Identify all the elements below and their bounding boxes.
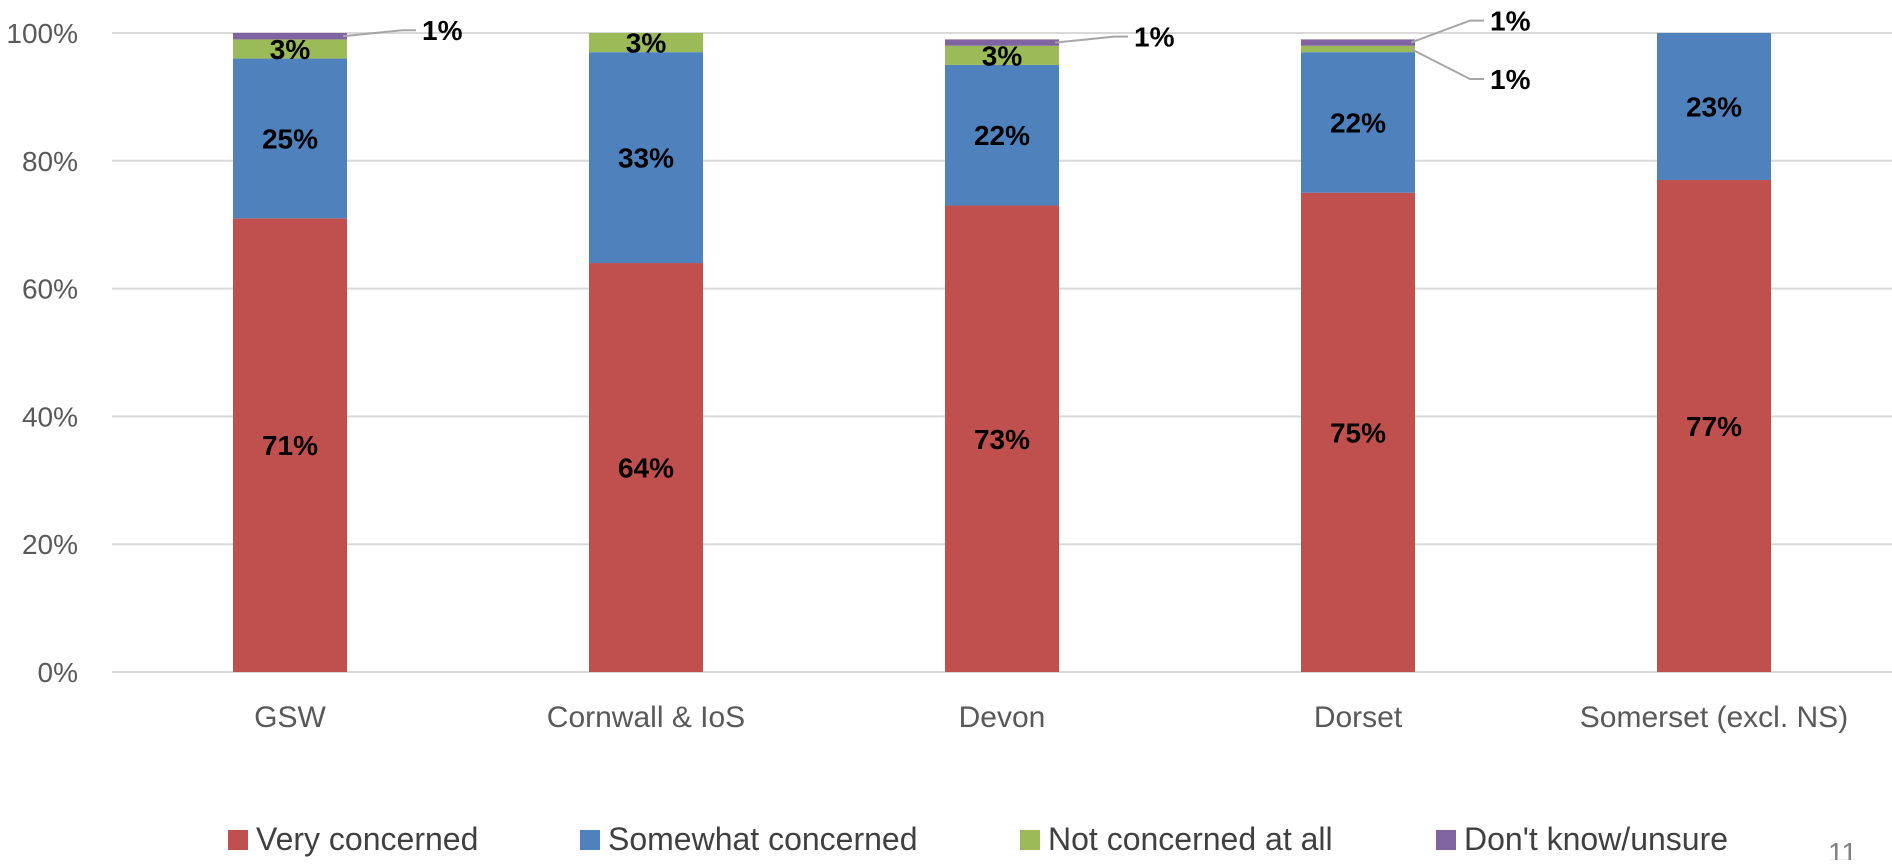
bar-segment bbox=[233, 39, 347, 59]
y-tick-label: 0% bbox=[38, 657, 78, 688]
legend-swatch bbox=[580, 830, 600, 850]
x-axis-category-labels: GSW Cornwall & IoS Devon Dorset Somerset (ex… bbox=[254, 701, 1848, 734]
data-label: 64% bbox=[618, 453, 674, 484]
data-label: 3% bbox=[626, 28, 667, 59]
data-label: 23% bbox=[1686, 91, 1742, 122]
bar-segment bbox=[233, 58, 347, 219]
bar-segment bbox=[945, 39, 1059, 46]
x-category-label: Somerset (excl. NS) bbox=[1580, 701, 1848, 734]
y-tick-label: 80% bbox=[22, 146, 78, 177]
data-label: 33% bbox=[618, 143, 674, 174]
x-category-label: Cornwall & IoS bbox=[547, 701, 745, 734]
data-labels: 71% 25% 3% 1% 64% 33% 3% 73% 22% 3% 1% 75% 22% 1% 1% 77… bbox=[262, 6, 1742, 484]
data-label: 25% bbox=[262, 123, 318, 154]
data-label: 3% bbox=[270, 34, 311, 65]
bar-segment bbox=[945, 45, 1059, 65]
legend: Very concerned Somewhat concerned Not conc… bbox=[228, 821, 1728, 857]
legend-label: Somewhat concerned bbox=[608, 821, 918, 857]
callout-line bbox=[1410, 19, 1484, 44]
data-label: 22% bbox=[1330, 107, 1386, 138]
data-label-callout: 1% bbox=[1134, 22, 1175, 53]
bar-segment bbox=[1301, 39, 1415, 46]
bar-segment bbox=[233, 33, 347, 40]
data-label-callout: 1% bbox=[422, 15, 463, 46]
callout-line bbox=[342, 29, 416, 38]
bar-segment bbox=[589, 33, 703, 53]
legend-label: Don't know/unsure bbox=[1464, 821, 1728, 857]
callout-line bbox=[1410, 48, 1484, 80]
data-label: 77% bbox=[1686, 411, 1742, 442]
y-tick-label: 100% bbox=[6, 18, 78, 49]
data-label: 71% bbox=[262, 430, 318, 461]
y-tick-label: 60% bbox=[22, 274, 78, 305]
bar-segment bbox=[233, 218, 347, 672]
legend-swatch bbox=[228, 830, 248, 850]
page-number: 11 bbox=[1828, 837, 1857, 860]
bar-segment bbox=[1301, 192, 1415, 672]
bar-segment bbox=[945, 64, 1059, 206]
legend-swatch bbox=[1020, 830, 1040, 850]
data-label: 73% bbox=[974, 424, 1030, 455]
data-label: 22% bbox=[974, 120, 1030, 151]
bars bbox=[233, 33, 1771, 672]
bar-segment bbox=[1301, 45, 1415, 53]
data-label-callout: 1% bbox=[1490, 6, 1531, 37]
x-category-label: Devon bbox=[959, 701, 1046, 734]
legend-label: Very concerned bbox=[256, 821, 478, 857]
y-tick-label: 20% bbox=[22, 529, 78, 560]
legend-label: Not concerned at all bbox=[1048, 821, 1333, 857]
legend-swatch bbox=[1436, 830, 1456, 850]
bar-segment bbox=[589, 52, 703, 264]
data-label: 3% bbox=[982, 40, 1023, 71]
data-label: 75% bbox=[1330, 417, 1386, 448]
bar-segment bbox=[1657, 33, 1771, 180]
bar-segment bbox=[945, 205, 1059, 672]
bar-segment bbox=[1657, 179, 1771, 672]
bar-segment bbox=[589, 263, 703, 672]
data-label-callout: 1% bbox=[1490, 64, 1531, 95]
bar-segment bbox=[1301, 52, 1415, 193]
x-category-label: GSW bbox=[254, 701, 326, 734]
x-category-label: Dorset bbox=[1314, 701, 1403, 734]
y-axis-tick-labels: 0% 20% 40% 60% 80% 100% bbox=[6, 18, 78, 688]
callout-line bbox=[1054, 35, 1128, 44]
y-tick-label: 40% bbox=[22, 401, 78, 432]
